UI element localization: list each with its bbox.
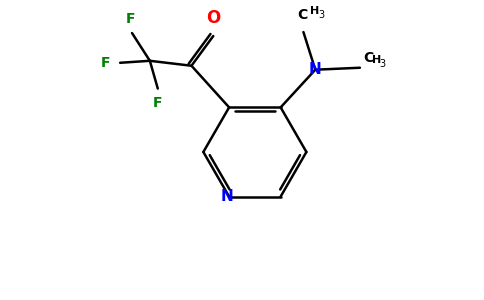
Text: 3: 3 xyxy=(380,59,386,69)
Text: N: N xyxy=(309,62,322,77)
Text: H: H xyxy=(372,55,381,65)
Text: F: F xyxy=(125,12,135,26)
Text: F: F xyxy=(153,97,163,110)
Text: H: H xyxy=(310,6,319,16)
Text: N: N xyxy=(221,189,233,204)
Text: C: C xyxy=(363,51,373,65)
Text: 3: 3 xyxy=(318,10,324,20)
Text: F: F xyxy=(101,56,110,70)
Text: C: C xyxy=(297,8,307,22)
Text: O: O xyxy=(206,9,220,27)
